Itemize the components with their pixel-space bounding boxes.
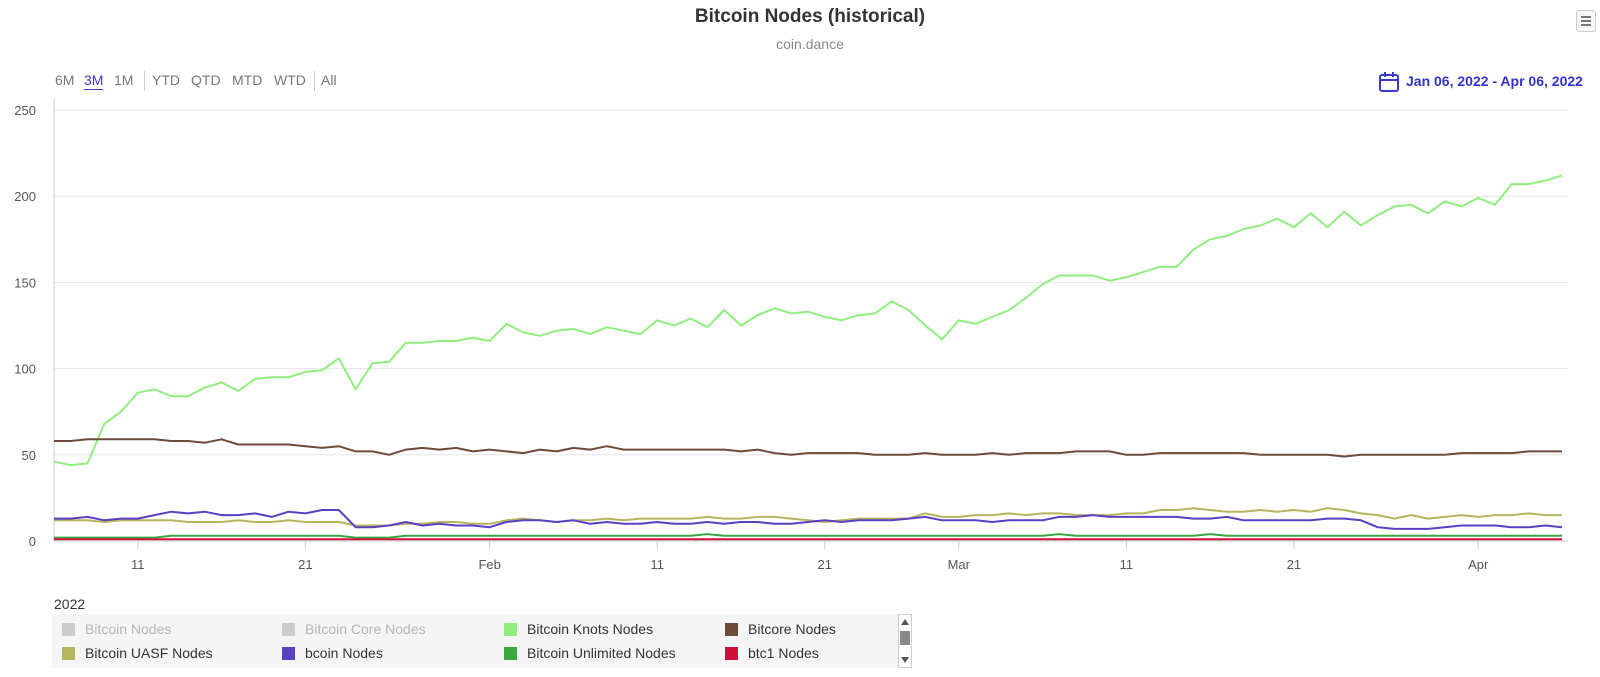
y-axis: 0 50 100 150 200 250	[14, 98, 55, 549]
chart-gridlines	[54, 109, 1568, 456]
y-tick-label: 150	[14, 275, 36, 290]
range-button-6m[interactable]: 6M	[55, 72, 75, 88]
x-tick-label: 11	[1120, 557, 1134, 572]
chart-subtitle: coin.dance	[776, 36, 844, 52]
legend-label: Bitcoin Nodes	[85, 621, 172, 637]
legend-label: bcoin Nodes	[305, 645, 383, 661]
legend-swatch	[725, 623, 738, 636]
x-tick-label: Mar	[948, 557, 971, 572]
legend-swatch	[62, 623, 75, 636]
x-tick-label: Feb	[478, 557, 500, 572]
series-line-bitcoin-knots-nodes	[53, 174, 1563, 467]
x-tick-label: 21	[1287, 557, 1301, 572]
x-tick-label: Apr	[1468, 557, 1489, 572]
series-line-bcoin-nodes	[54, 509, 1563, 530]
y-tick-label: 0	[29, 534, 36, 549]
legend-label: btc1 Nodes	[748, 645, 819, 661]
series-line-bitcore-nodes	[54, 438, 1562, 458]
range-button-ytd[interactable]: YTD	[152, 72, 180, 88]
legend-label: Bitcoin UASF Nodes	[85, 645, 213, 661]
range-separator	[314, 71, 315, 91]
legend-swatch	[282, 623, 295, 636]
x-tick-label: 11	[131, 557, 145, 572]
range-separator	[144, 71, 145, 91]
x-tick-label: 21	[818, 557, 832, 572]
range-button-qtd[interactable]: QTD	[191, 72, 221, 88]
series-line-bitcoin-uasf-nodes	[54, 507, 1562, 527]
legend-label: Bitcoin Core Nodes	[305, 621, 426, 637]
y-tick-label: 100	[14, 362, 36, 377]
hamburger-menu-icon[interactable]	[1576, 10, 1596, 32]
chart-title: Bitcoin Nodes (historical)	[694, 6, 926, 27]
x-tick-label: 21	[298, 557, 312, 572]
y-tick-label: 250	[14, 103, 36, 118]
range-button-all[interactable]: All	[321, 72, 337, 88]
legend-scroll-down-icon[interactable]	[901, 657, 909, 663]
legend-label: Bitcore Nodes	[748, 621, 836, 637]
legend-scroll-up-icon[interactable]	[901, 619, 909, 625]
legend-scrollbar[interactable]	[898, 614, 912, 668]
x-axis-year-label: 2022	[54, 596, 86, 612]
x-tick-label: 11	[650, 557, 664, 572]
chart-legend: Bitcoin Nodes Bitcoin Core Nodes Bitcoin…	[52, 614, 912, 668]
series-line-bitcoin-unlimited-nodes	[54, 533, 1562, 539]
range-button-mtd[interactable]: MTD	[232, 72, 263, 88]
legend-scroll-thumb[interactable]	[900, 631, 910, 645]
range-button-1m[interactable]: 1M	[114, 72, 134, 88]
legend-swatch	[504, 647, 517, 660]
legend-swatch	[725, 647, 738, 660]
range-button-wtd[interactable]: WTD	[274, 72, 306, 88]
chart-series	[53, 174, 1563, 541]
date-range-text: Jan 06, 2022 - Apr 06, 2022	[1406, 73, 1583, 89]
legend-swatch	[282, 647, 295, 660]
y-tick-label: 200	[14, 189, 36, 204]
y-tick-label: 50	[22, 448, 36, 463]
range-button-3m[interactable]: 3M	[84, 72, 104, 90]
x-axis: 11 21 Feb 11 21 Mar 11 21 Apr	[54, 540, 1568, 572]
legend-label: Bitcoin Unlimited Nodes	[527, 645, 676, 661]
legend-swatch	[504, 623, 517, 636]
calendar-icon	[1379, 72, 1399, 92]
legend-swatch	[62, 647, 75, 660]
legend-label: Bitcoin Knots Nodes	[527, 621, 654, 637]
